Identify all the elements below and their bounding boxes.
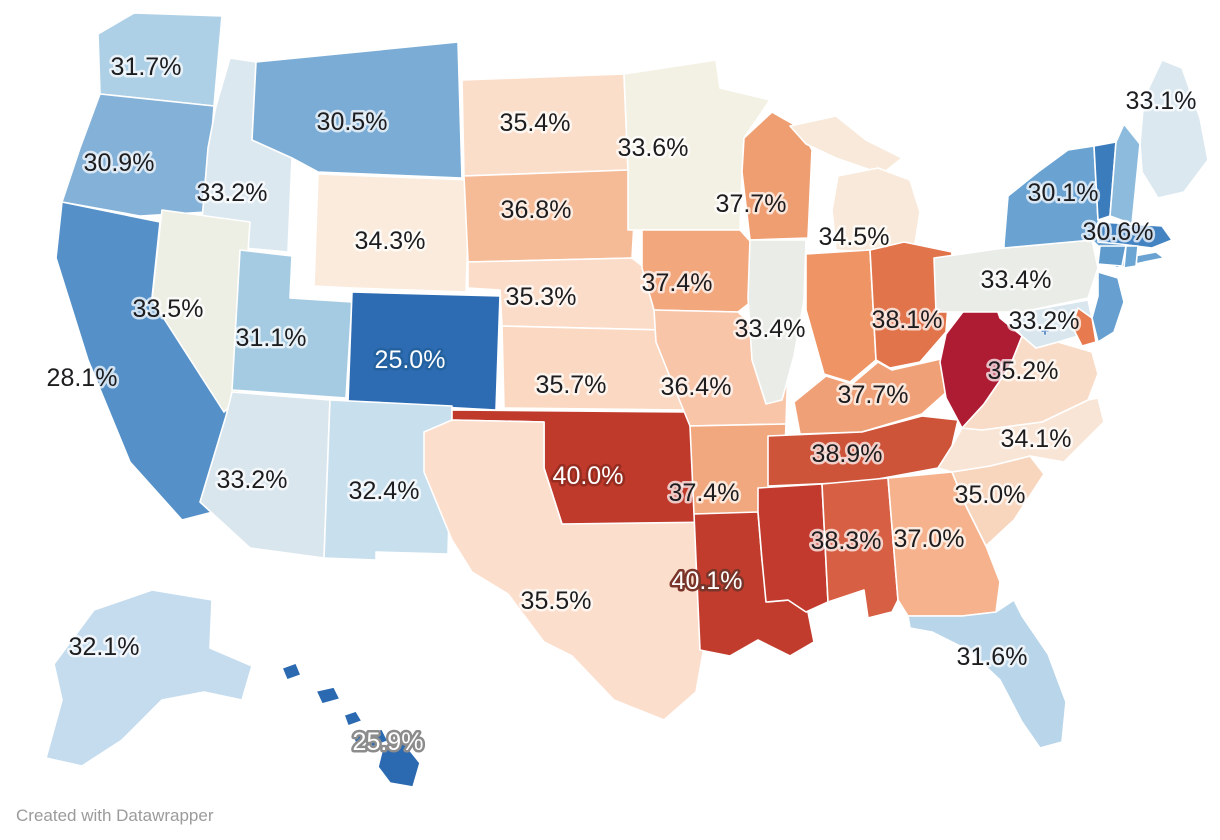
state-shape-ia[interactable] (641, 229, 761, 313)
state-shape-hi[interactable] (351, 730, 367, 745)
state-shape-ri[interactable] (1123, 245, 1139, 269)
state-shape-hi[interactable] (315, 686, 341, 705)
state-shape-al[interactable] (821, 477, 899, 619)
state-shape-wy[interactable] (313, 173, 471, 293)
state-shape-fl[interactable] (907, 599, 1067, 749)
state-shape-co[interactable] (347, 291, 501, 411)
state-shape-ma[interactable] (1097, 221, 1173, 249)
state-shape-hi[interactable] (343, 710, 363, 727)
state-shape-nd[interactable] (461, 73, 629, 177)
state-shape-mi[interactable] (789, 115, 903, 175)
state-shape-dc[interactable] (1040, 326, 1050, 336)
state-shape-md[interactable] (1009, 299, 1093, 349)
state-shape-nj[interactable] (1091, 271, 1125, 343)
state-shape-in[interactable] (805, 249, 877, 383)
state-shape-me[interactable] (1139, 59, 1209, 199)
state-shape-hi[interactable] (365, 728, 389, 748)
state-shape-pa[interactable] (933, 239, 1099, 313)
state-shape-mi[interactable] (831, 167, 921, 253)
state-shape-tx[interactable] (423, 419, 749, 721)
datawrapper-credit: Created with Datawrapper (16, 806, 214, 825)
state-shape-sd[interactable] (463, 169, 637, 263)
states-layer (45, 12, 1209, 788)
state-shape-or[interactable] (61, 93, 215, 217)
state-shape-mt[interactable] (251, 41, 463, 179)
state-shape-nm[interactable] (323, 399, 453, 561)
state-shape-nh[interactable] (1109, 123, 1141, 225)
state-shape-hi[interactable] (281, 662, 302, 681)
state-shape-ak[interactable] (45, 589, 253, 767)
state-shape-ct[interactable] (1097, 245, 1127, 267)
state-shape-wi[interactable] (741, 111, 813, 241)
state-shape-ms[interactable] (757, 483, 829, 613)
state-shape-wa[interactable] (97, 12, 223, 107)
state-shape-hi[interactable] (377, 742, 421, 788)
state-shape-de[interactable] (1071, 307, 1097, 347)
